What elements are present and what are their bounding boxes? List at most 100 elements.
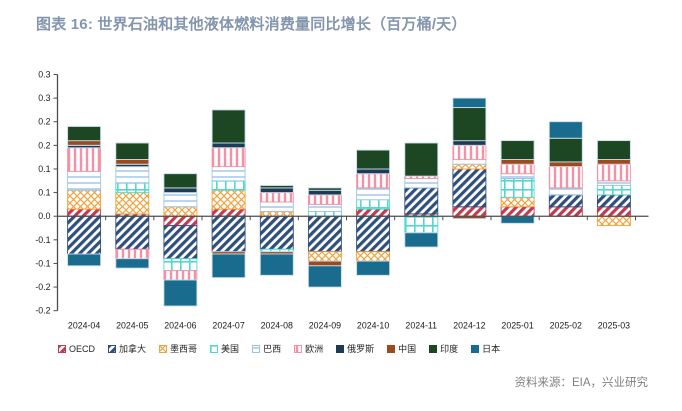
bar-segment [307,203,342,212]
bar-segment [115,215,150,250]
bar-segment [404,215,439,234]
bar-segment [596,180,631,186]
x-tick-label: 2024-05 [116,321,148,331]
bar-segment [67,189,102,210]
legend-swatch-icon [108,344,117,353]
legend-item: 日本 [471,342,500,355]
source-note: 资料来源：EIA，兴业研究 [514,377,648,389]
bar-segment [404,232,439,248]
bar-segment [115,182,150,194]
bar-segment [163,270,198,281]
bar-segment [548,161,583,168]
y-tick-label: -0.2 [35,306,50,316]
bar-segment [307,260,342,267]
bar-segment [211,208,246,217]
bar-segment [307,251,342,262]
legend-label: 美国 [221,344,240,354]
bar-segment [67,208,102,217]
bar-segment [452,144,487,161]
bar-segment [67,215,102,255]
legend-swatch-icon [294,344,303,353]
x-tick-label: 2024-08 [261,321,293,331]
bar-segment [500,163,535,175]
bar-segment [548,206,583,217]
bar-segment [404,142,439,177]
legend-label: 巴西 [263,344,282,354]
bar-segment [452,206,487,217]
bar-segment [211,166,246,182]
bar-segment [115,166,150,184]
bar-segment [356,173,391,189]
bar-segment [356,187,391,201]
bar-segment [211,253,246,279]
bar-segment [356,199,391,210]
bar-segment [163,173,198,189]
legend-item: OECD [58,344,95,354]
bar-segment [115,248,150,260]
axis-layer: 0.3 0.3 0.2 0.2 0.1 0.1 0.0 -0.1 -0.1 -0.2 -0.2 202… [35,70,649,331]
legend-swatch-icon [387,344,396,353]
bar-segment [67,140,102,146]
bar-segment [211,215,246,253]
bar-segment [500,159,535,165]
bar-segment [356,260,391,276]
legend-item: 俄罗斯 [336,342,374,355]
bar-segment [163,192,198,208]
y-tick-label: 0.3 [38,70,50,80]
bar-segment [163,215,198,227]
bar-segment [307,194,342,205]
legend-item: 巴西 [252,342,281,355]
legend-label: 中国 [398,344,417,354]
bar-segment [307,211,342,217]
y-tick-label: 0.2 [38,140,50,150]
bar-segment [596,206,631,217]
bar-segment [307,215,342,253]
legend-item: 印度 [429,342,458,355]
bar-segment [259,192,294,203]
chart-legend: OECD 加拿大 墨西哥 美国 巴西 欧洲 俄罗斯 中国 印度 日本 [58,342,500,355]
legend-item: 美国 [210,342,239,355]
bar-segment [67,126,102,142]
bar-segment [356,215,391,253]
bar-segment [500,140,535,160]
bar-segment [115,142,150,160]
bar-segment [548,166,583,189]
bar-segment [259,215,294,250]
legend-swatch-icon [210,344,219,353]
legend-item: 加拿大 [108,342,146,355]
bar-segment [548,187,583,196]
y-tick-label: 0.3 [38,93,50,103]
bar-segment [404,177,439,189]
bar-segment [259,201,294,212]
x-tick-label: 2024-11 [405,321,437,331]
bar-segment [596,163,631,182]
legend-swatch-icon [336,344,345,353]
bar-segment [307,187,342,191]
bar-segment [67,170,102,191]
bar-segment [452,97,487,108]
bar-segment [307,189,342,196]
bar-segment [211,109,246,144]
y-tick-label: 0.1 [38,188,50,198]
bar-segment [452,163,487,170]
x-tick-label: 2024-10 [357,321,389,331]
bar-segment [163,206,198,217]
legend-item: 墨西哥 [159,342,197,355]
legend-swatch-icon [58,344,66,353]
bar-segment [596,185,631,196]
legend-label: 日本 [482,344,501,354]
x-tick-label: 2024-09 [309,321,341,331]
legend-swatch-icon [471,344,480,353]
bar-segment [211,180,246,191]
bar-segment [596,159,631,165]
bar-segment [67,253,102,267]
y-tick-label: -0.1 [35,258,50,268]
bar-segment [452,159,487,165]
bar-segment [259,211,294,217]
y-tick-label: 0.0 [38,211,50,221]
legend-swatch-icon [429,344,438,353]
legend-item: 中国 [387,342,416,355]
bar-segment [115,258,150,269]
bar-segment [211,189,246,210]
